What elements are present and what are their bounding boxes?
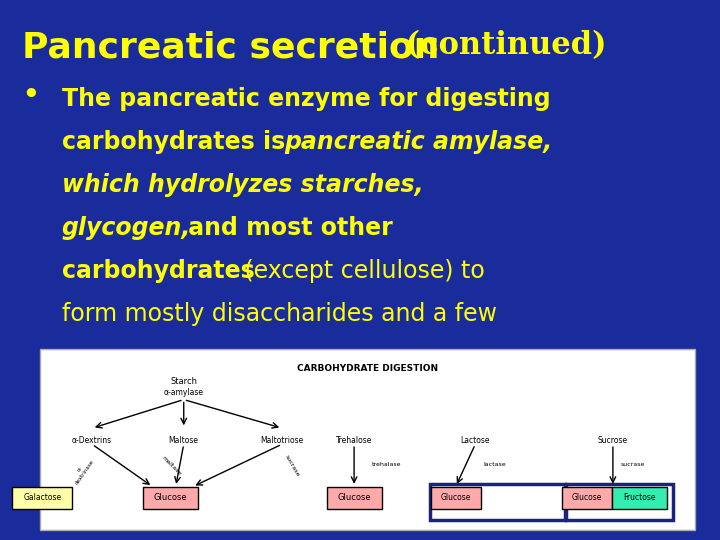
- Text: •: •: [22, 83, 39, 109]
- Text: Glucose: Glucose: [154, 493, 187, 502]
- FancyBboxPatch shape: [431, 487, 481, 509]
- FancyBboxPatch shape: [562, 487, 612, 509]
- Text: form mostly disaccharides and a few: form mostly disaccharides and a few: [62, 302, 497, 326]
- Text: CARBOHYDRATE DIGESTION: CARBOHYDRATE DIGESTION: [297, 364, 438, 373]
- Text: Pancreatic secretion: Pancreatic secretion: [22, 30, 439, 64]
- Text: α-amylase: α-amylase: [163, 388, 204, 396]
- Text: lactase: lactase: [483, 462, 506, 468]
- Text: Glucose: Glucose: [572, 493, 602, 502]
- Text: trehalase: trehalase: [372, 462, 402, 468]
- Text: carbohydrates: carbohydrates: [62, 259, 255, 283]
- Text: and most other: and most other: [180, 216, 392, 240]
- Text: Galactose: Galactose: [23, 493, 61, 502]
- Text: Starch: Starch: [170, 376, 197, 386]
- Text: glycogen,: glycogen,: [62, 216, 192, 240]
- Text: Fructose: Fructose: [623, 493, 655, 502]
- Text: Trehalose: Trehalose: [336, 436, 372, 445]
- Text: α-
dextrinase: α- dextrinase: [69, 455, 95, 485]
- Text: which hydrolyzes starches,: which hydrolyzes starches,: [62, 173, 423, 197]
- Text: (continued): (continued): [395, 30, 606, 61]
- Text: sucrase: sucrase: [621, 462, 645, 468]
- Text: Sucrose: Sucrose: [598, 436, 628, 445]
- Text: Glucose: Glucose: [441, 493, 471, 502]
- FancyBboxPatch shape: [611, 487, 667, 509]
- Text: Lactose: Lactose: [461, 436, 490, 445]
- Text: maltase: maltase: [161, 455, 182, 476]
- Text: The pancreatic enzyme for digesting: The pancreatic enzyme for digesting: [62, 87, 551, 111]
- Text: sucrase: sucrase: [284, 454, 300, 477]
- Text: pancreatic amylase,: pancreatic amylase,: [284, 130, 552, 154]
- Text: Glucose: Glucose: [337, 493, 371, 502]
- Text: α-Dextrins: α-Dextrins: [72, 436, 112, 445]
- Text: Maltotriose: Maltotriose: [261, 436, 304, 445]
- Text: Maltose: Maltose: [168, 436, 199, 445]
- Text: (except cellulose) to: (except cellulose) to: [237, 259, 485, 283]
- FancyBboxPatch shape: [40, 349, 695, 530]
- FancyBboxPatch shape: [327, 487, 382, 509]
- Text: carbohydrates is: carbohydrates is: [62, 130, 294, 154]
- FancyBboxPatch shape: [12, 487, 72, 509]
- FancyBboxPatch shape: [143, 487, 198, 509]
